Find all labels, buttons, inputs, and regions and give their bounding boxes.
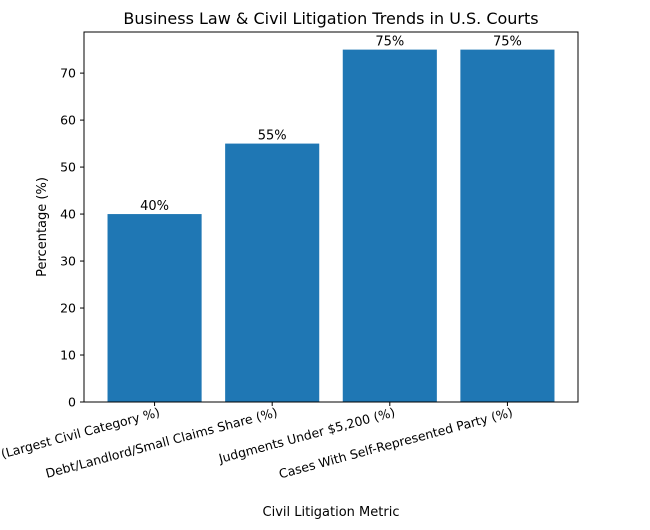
y-tick-label-20: 20 (60, 301, 76, 316)
data-label-3: 75% (375, 35, 404, 50)
plot-frame (83, 31, 579, 403)
y-tick-label-60: 60 (60, 113, 76, 128)
y-tick-label-40: 40 (60, 207, 76, 222)
bar-1 (107, 214, 202, 402)
y-tick-label-30: 30 (60, 254, 76, 269)
data-label-2: 55% (258, 129, 287, 144)
y-axis-label: Percentage (%) (35, 177, 50, 277)
data-label-1: 40% (140, 199, 169, 214)
chart-title: Business Law & Civil Litigation Trends i… (123, 9, 538, 28)
x-tick-label-2: Debt/Landlord/Small Claims Share (%) (44, 404, 279, 480)
bar-3 (342, 49, 437, 402)
y-tick-label-70: 70 (60, 66, 76, 81)
y-tick-label-50: 50 (60, 160, 76, 175)
bar-2 (225, 143, 320, 403)
x-axis-label: Civil Litigation Metric (263, 505, 400, 520)
bar-4 (460, 49, 555, 402)
data-label-4: 75% (493, 35, 522, 50)
y-tick-label-10: 10 (60, 348, 76, 363)
y-tick-label-0: 0 (68, 395, 76, 410)
plot-area: 40%55%75%75%010203040506070Contract Case… (0, 31, 579, 487)
